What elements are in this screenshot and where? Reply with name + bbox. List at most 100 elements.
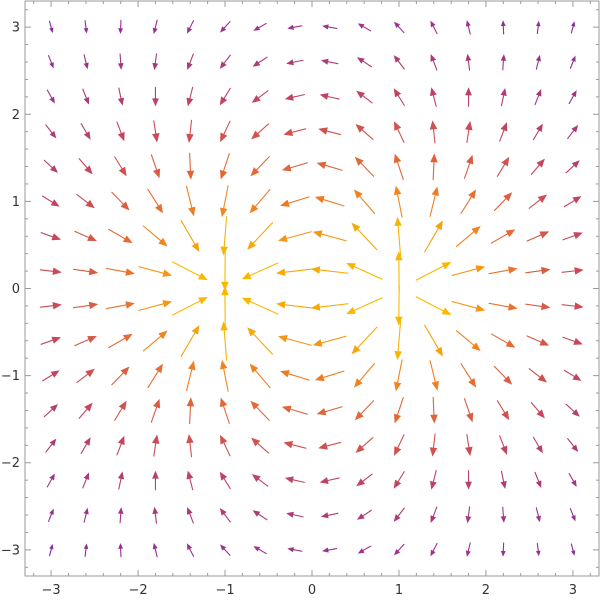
vector-arrow — [312, 335, 347, 347]
vector-arrow — [567, 124, 579, 139]
vector-arrow — [500, 542, 506, 557]
vector-arrow — [114, 156, 127, 177]
vector-arrow — [322, 24, 338, 30]
vector-arrow — [528, 194, 548, 209]
vector-arrow — [346, 262, 383, 280]
vector-arrow — [463, 398, 474, 423]
x-tick-label: 1 — [395, 583, 403, 598]
vector-arrow — [117, 87, 125, 106]
vector-arrow — [393, 21, 405, 34]
vector-arrow — [526, 231, 550, 242]
vector-arrow — [525, 266, 551, 275]
vector-arrow — [116, 435, 125, 456]
vector-arrow — [219, 397, 230, 424]
vector-arrow — [82, 88, 90, 105]
vector-arrow — [152, 120, 160, 143]
vector-arrow — [250, 156, 270, 177]
vector-arrow — [186, 20, 195, 34]
vector-arrow — [251, 90, 269, 103]
vector-arrow — [465, 470, 472, 490]
vector-arrow — [500, 506, 507, 523]
vector-arrow — [568, 90, 577, 105]
vector-arrow — [569, 55, 576, 69]
vector-arrow — [284, 476, 305, 484]
vector-arrow — [186, 507, 194, 524]
vector-arrow — [152, 19, 158, 35]
vector-arrow — [138, 266, 173, 277]
vector-arrow — [82, 472, 90, 489]
vector-arrow — [429, 87, 437, 107]
vector-arrow — [430, 506, 438, 523]
vector-arrow — [43, 404, 58, 418]
vector-arrow — [152, 470, 159, 491]
vector-arrow — [424, 220, 443, 253]
vector-arrow — [147, 188, 163, 214]
vector-arrow — [74, 230, 97, 242]
vector-arrow — [74, 335, 97, 347]
vector-arrow — [287, 24, 303, 30]
vector-arrow — [83, 20, 89, 34]
x-tick-label: −3 — [42, 583, 61, 598]
vector-arrow — [351, 222, 378, 251]
vector-arrow — [283, 441, 307, 449]
vector-arrow — [565, 160, 580, 174]
vector-arrow — [220, 434, 231, 457]
vector-arrow — [284, 93, 305, 101]
x-tick-label: −2 — [128, 583, 147, 598]
vector-arrow — [394, 320, 402, 361]
vector-arrow — [180, 220, 200, 252]
vector-arrow — [251, 474, 269, 487]
vector-arrow — [152, 506, 159, 524]
vector-arrow — [116, 121, 125, 142]
vector-arrow — [40, 336, 62, 345]
vector-arrow — [220, 321, 228, 361]
vector-arrow — [241, 262, 279, 280]
vector-arrow — [280, 196, 310, 207]
vector-arrow — [105, 301, 135, 310]
vector-arrow — [429, 433, 438, 457]
vector-arrow — [429, 120, 438, 144]
vector-arrow — [415, 296, 452, 315]
vector-arrow — [500, 470, 507, 489]
vector-arrow — [138, 300, 173, 311]
vector-arrow — [567, 438, 579, 453]
vector-arrow — [393, 88, 405, 106]
vector-arrow — [252, 56, 268, 67]
vector-arrow — [220, 216, 228, 256]
vector-arrow — [465, 120, 473, 144]
vector-arrow — [253, 22, 267, 31]
vector-arrow — [152, 434, 160, 457]
vector-arrow — [287, 547, 303, 553]
vector-arrow — [319, 93, 340, 100]
vector-arrow — [490, 333, 516, 348]
vector-arrow — [150, 398, 161, 423]
vector-arrow — [48, 20, 54, 33]
vector-arrow — [142, 225, 168, 247]
vector-arrow — [354, 400, 375, 421]
vector-arrow — [318, 127, 342, 136]
vector-arrow — [394, 216, 402, 257]
vector-arrow — [219, 359, 229, 392]
vector-arrow — [316, 161, 343, 171]
vector-arrow — [429, 186, 439, 217]
vector-arrow — [276, 268, 314, 276]
vector-arrow — [393, 507, 405, 522]
vector-arrow — [117, 507, 124, 524]
vector-arrow — [39, 267, 62, 276]
x-tick-label: 2 — [482, 583, 490, 598]
vector-arrow — [393, 121, 405, 143]
vector-arrow — [318, 441, 342, 450]
vector-arrow — [276, 301, 314, 309]
vector-arrow — [530, 158, 545, 175]
vector-arrow — [430, 542, 438, 557]
vector-arrow — [42, 370, 60, 382]
vector-arrow — [78, 402, 93, 419]
vector-arrow — [252, 510, 268, 521]
vector-arrow — [532, 123, 543, 141]
vector-arrow — [114, 400, 127, 421]
vector-arrow — [346, 297, 383, 315]
vector-arrow — [108, 333, 133, 349]
vector-arrow — [314, 370, 345, 382]
vector-arrow — [76, 368, 95, 384]
